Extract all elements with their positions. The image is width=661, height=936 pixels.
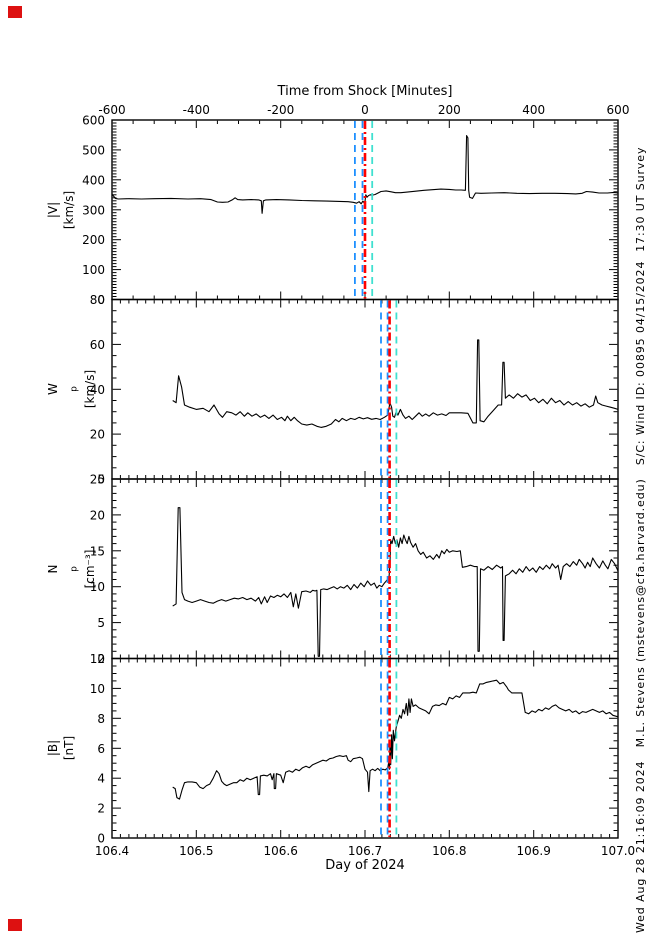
svg-text:25: 25 bbox=[90, 473, 105, 487]
svg-text:15: 15 bbox=[90, 544, 105, 558]
bottom-axis-title: Day of 2024 bbox=[325, 858, 405, 873]
svg-text:20: 20 bbox=[90, 508, 105, 522]
y-axis-label-line1: |V| bbox=[46, 201, 60, 219]
svg-text:300: 300 bbox=[82, 203, 105, 217]
svg-text:60: 60 bbox=[90, 338, 105, 352]
svg-text:100: 100 bbox=[82, 263, 105, 277]
svg-text:-600: -600 bbox=[98, 103, 125, 117]
svg-text:600: 600 bbox=[82, 114, 105, 128]
y-axis-label-line1: |B| bbox=[46, 739, 60, 757]
svg-text:500: 500 bbox=[82, 143, 105, 157]
svg-text:80: 80 bbox=[90, 293, 105, 307]
svg-text:106.6: 106.6 bbox=[264, 844, 298, 858]
svg-text:106.7: 106.7 bbox=[348, 844, 382, 858]
y-axis-label-line2: [km/s] bbox=[83, 369, 98, 409]
svg-text:0: 0 bbox=[97, 652, 105, 666]
corner-mark-top-left bbox=[8, 6, 22, 18]
svg-text:8: 8 bbox=[97, 712, 105, 726]
svg-text:12: 12 bbox=[90, 652, 105, 666]
y-axis-label-line2: [cm⁻³] bbox=[83, 549, 98, 589]
svg-text:2: 2 bbox=[97, 802, 105, 816]
svg-text:600: 600 bbox=[607, 103, 630, 117]
y-axis-label-line2: [km/s] bbox=[62, 190, 76, 230]
svg-text:0: 0 bbox=[97, 832, 105, 846]
svg-text:-200: -200 bbox=[267, 103, 294, 117]
corner-mark-bottom-left bbox=[8, 919, 22, 931]
y-axis-label-magnetic-field: |B| [nT] bbox=[45, 658, 79, 838]
svg-text:10: 10 bbox=[90, 580, 105, 594]
y-axis-label-line2: [nT] bbox=[62, 735, 76, 761]
y-axis-label-velocity: |V| [km/s] bbox=[45, 120, 79, 300]
svg-text:10: 10 bbox=[90, 682, 105, 696]
svg-text:400: 400 bbox=[522, 103, 545, 117]
svg-text:400: 400 bbox=[82, 173, 105, 187]
svg-text:106.5: 106.5 bbox=[179, 844, 213, 858]
svg-text:5: 5 bbox=[97, 616, 105, 630]
top-axis-title: Time from Shock [Minutes] bbox=[277, 84, 453, 99]
svg-text:107.0: 107.0 bbox=[601, 844, 635, 858]
svg-text:0: 0 bbox=[97, 293, 105, 307]
svg-text:20: 20 bbox=[90, 428, 105, 442]
svg-text:200: 200 bbox=[438, 103, 461, 117]
svg-text:0: 0 bbox=[97, 473, 105, 487]
svg-text:106.9: 106.9 bbox=[517, 844, 551, 858]
svg-text:6: 6 bbox=[97, 742, 105, 756]
svg-text:106.4: 106.4 bbox=[95, 844, 129, 858]
credit-text: Wed Aug 28 21:16:09 2024 M.L. Stevens (m… bbox=[634, 146, 647, 933]
svg-text:0: 0 bbox=[361, 103, 369, 117]
svg-text:-400: -400 bbox=[183, 103, 210, 117]
svg-text:200: 200 bbox=[82, 233, 105, 247]
svg-text:4: 4 bbox=[97, 772, 105, 786]
svg-text:106.8: 106.8 bbox=[432, 844, 466, 858]
svg-text:40: 40 bbox=[90, 383, 105, 397]
